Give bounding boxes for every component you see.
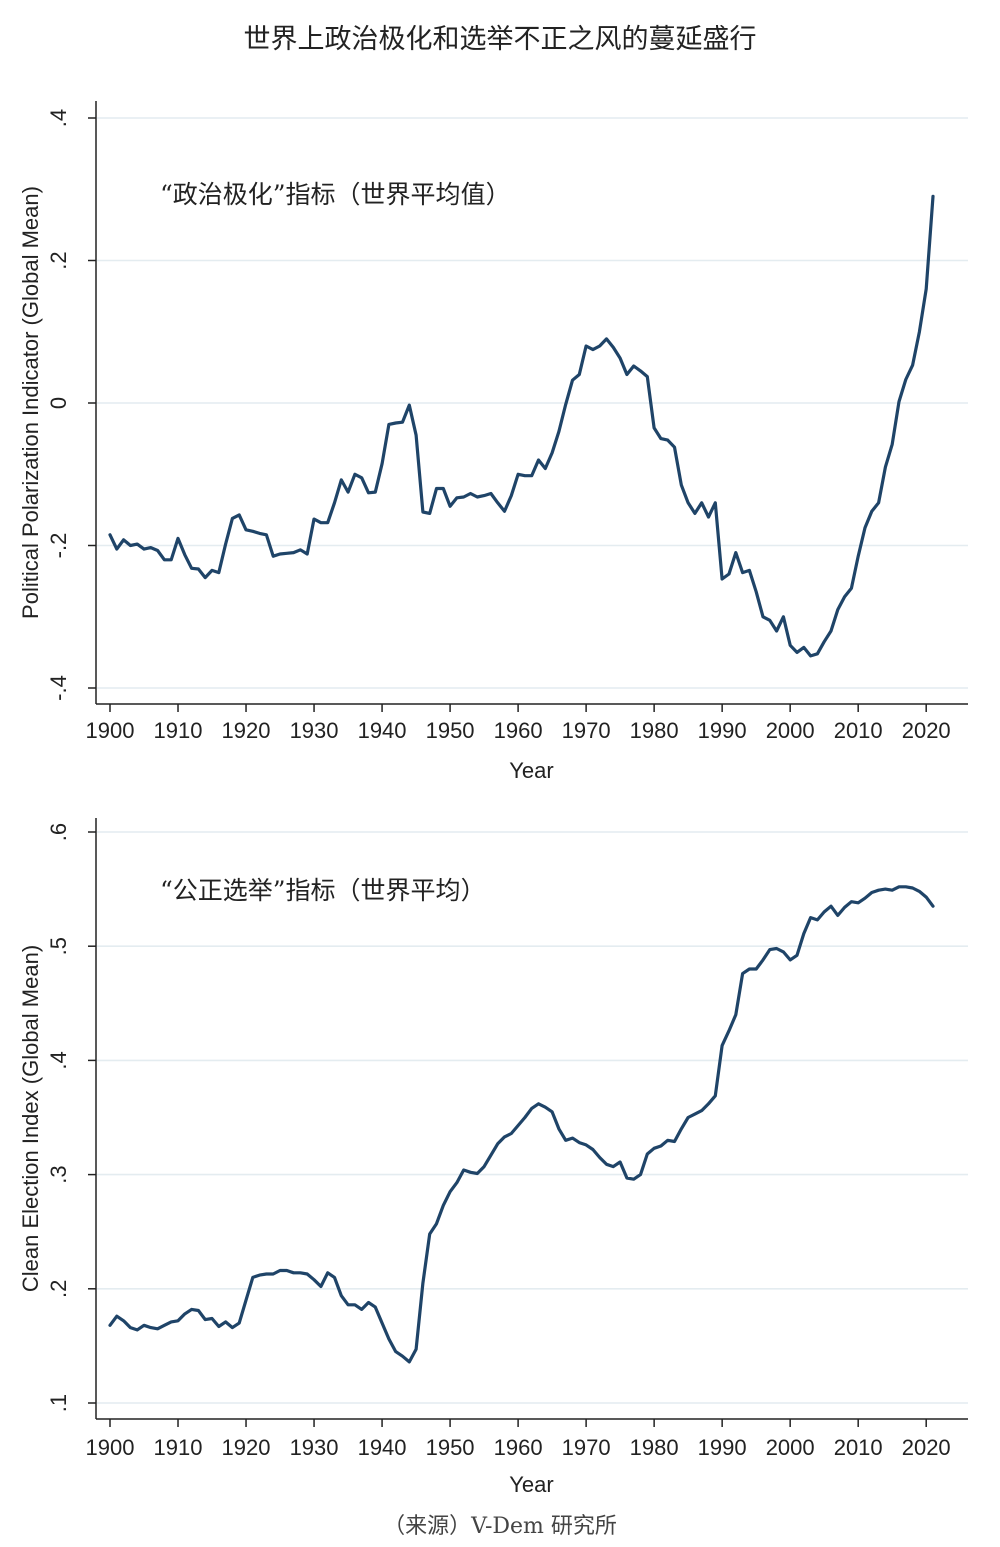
- x-axis-title: Year: [509, 1472, 553, 1497]
- x-tick-label: 2000: [766, 1435, 815, 1460]
- x-tick-label: 1930: [290, 1435, 339, 1460]
- x-tick-label: 1990: [698, 718, 747, 743]
- x-tick-label: 2020: [902, 718, 951, 743]
- y-axis-title: Political Polarization Indicator (Global…: [18, 186, 43, 619]
- y-tick-label: .4: [46, 1051, 71, 1069]
- x-tick-label: 1960: [494, 718, 543, 743]
- x-tick-label: 1980: [630, 718, 679, 743]
- x-tick-label: 1930: [290, 718, 339, 743]
- x-tick-label: 1900: [86, 718, 135, 743]
- x-tick-label: 2020: [902, 1435, 951, 1460]
- x-tick-label: 1970: [562, 1435, 611, 1460]
- x-axis-title: Year: [509, 758, 553, 783]
- x-tick-label: 2010: [834, 718, 883, 743]
- y-tick-label: .3: [46, 1165, 71, 1183]
- y-tick-label: .5: [46, 937, 71, 955]
- polarization-chart: -.4 -.2 0 .2 .4 1900 1910 1920 1930 1940 1950 1960 1…: [18, 101, 968, 783]
- x-tick-label: 1940: [358, 1435, 407, 1460]
- x-tick-label: 1910: [154, 718, 203, 743]
- x-tick-label: 1940: [358, 718, 407, 743]
- x-tick-label: 1970: [562, 718, 611, 743]
- y-tick-label: 0: [46, 397, 71, 409]
- x-tick-label: 1950: [426, 718, 475, 743]
- x-tick-label: 1910: [154, 1435, 203, 1460]
- polarization-series-line: [108, 194, 935, 658]
- y-tick-label: .4: [46, 109, 71, 127]
- x-tick-label: 1960: [494, 1435, 543, 1460]
- x-tick-label: 2000: [766, 718, 815, 743]
- y-tick-label: -.4: [46, 675, 71, 701]
- chart-annotation: “政治极化”指标（世界平均值）: [160, 180, 511, 209]
- y-tick-label: .6: [46, 823, 71, 841]
- y-axis-title: Clean Election Index (Global Mean): [18, 945, 43, 1292]
- clean-election-series-line: [108, 885, 935, 1364]
- chart-annotation: “公正选举”指标（世界平均）: [160, 876, 486, 905]
- y-tick-label: .2: [46, 251, 71, 269]
- x-tick-label: 1980: [630, 1435, 679, 1460]
- x-tick-label: 1990: [698, 1435, 747, 1460]
- clean-election-chart: .1 .2 .3 .4 .5 .6 1900 1910 1920 1930 1940 1950 1960…: [18, 818, 968, 1497]
- x-tick-label: 1900: [86, 1435, 135, 1460]
- x-tick-label: 1950: [426, 1435, 475, 1460]
- x-tick-label: 1920: [222, 1435, 271, 1460]
- y-tick-label: .2: [46, 1280, 71, 1298]
- source-note: （来源）V-Dem 研究所: [383, 1514, 617, 1539]
- y-tick-label: -.2: [46, 533, 71, 559]
- figure-title: 世界上政治极化和选举不正之风的蔓延盛行: [244, 24, 757, 55]
- x-tick-label: 2010: [834, 1435, 883, 1460]
- y-tick-label: .1: [46, 1394, 71, 1412]
- x-tick-label: 1920: [222, 718, 271, 743]
